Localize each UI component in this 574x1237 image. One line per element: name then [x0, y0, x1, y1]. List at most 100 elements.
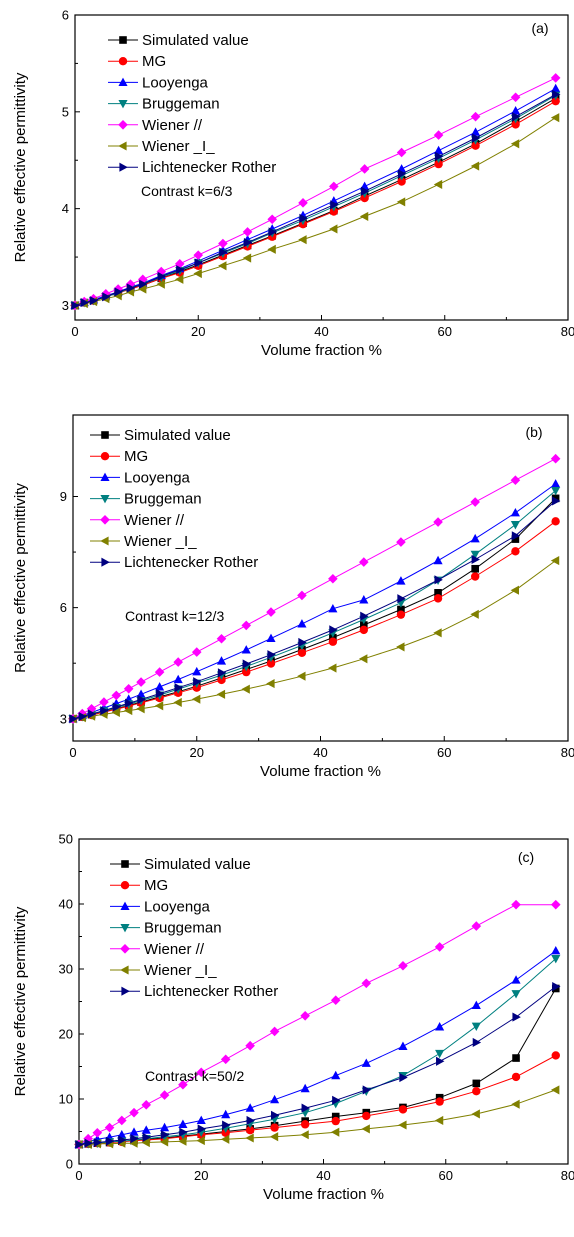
- data-point: [362, 1058, 371, 1066]
- chart-panel-a: 0 20 40 60 803456Volume fraction %Relative e…: [12, 8, 574, 360]
- legend-entry: MG: [108, 53, 166, 70]
- data-point: [471, 572, 479, 580]
- legend-marker: [101, 452, 109, 460]
- legend-label: MG: [144, 877, 168, 894]
- y-tick-label: 10: [59, 1092, 73, 1107]
- data-point: [329, 638, 337, 646]
- legend-entry: Simulated value: [110, 856, 251, 873]
- y-tick-label: 0: [66, 1157, 73, 1172]
- data-point: [470, 610, 478, 619]
- legend-entry: Looyenga: [108, 74, 209, 91]
- series-line: [73, 561, 556, 719]
- series-6: [75, 982, 560, 1149]
- legend-label: Wiener //: [142, 117, 203, 134]
- series-line: [79, 951, 556, 1145]
- legend-entry: Bruggeman: [90, 491, 202, 508]
- data-point: [472, 921, 482, 931]
- data-point: [329, 224, 337, 233]
- data-point: [512, 1073, 520, 1081]
- data-point: [551, 900, 561, 910]
- data-point: [471, 534, 480, 542]
- data-point: [472, 1023, 481, 1031]
- data-point: [332, 1117, 340, 1125]
- data-point: [399, 1105, 407, 1113]
- data-point: [328, 574, 338, 584]
- data-point: [331, 1071, 340, 1079]
- data-point: [511, 93, 521, 103]
- data-point: [267, 215, 277, 225]
- data-point: [552, 1051, 560, 1059]
- data-point: [396, 642, 404, 651]
- legend-label: Lichtenecker Rother: [142, 159, 276, 176]
- data-point: [297, 672, 305, 681]
- data-point: [221, 1055, 231, 1065]
- data-point: [471, 161, 479, 170]
- data-point: [298, 198, 308, 208]
- x-axis-label: Volume fraction %: [261, 342, 382, 359]
- contrast-annotation: Contrast k=6/3: [141, 183, 233, 199]
- contrast-annotation: Contrast k=12/3: [125, 608, 224, 624]
- data-point: [129, 1108, 139, 1118]
- legend-label: Wiener _I_: [142, 138, 215, 155]
- data-point: [218, 239, 228, 249]
- y-axis-label: Relative effective permittivity: [12, 906, 29, 1096]
- data-point: [511, 475, 521, 485]
- data-point: [136, 677, 146, 687]
- legend-label: Simulated value: [144, 856, 251, 873]
- data-point: [470, 497, 480, 507]
- data-point: [217, 634, 227, 644]
- x-tick-label: 80: [561, 1168, 574, 1183]
- data-point: [397, 148, 407, 158]
- data-point: [362, 1112, 370, 1120]
- data-point: [124, 684, 134, 694]
- y-tick-label: 4: [62, 201, 69, 216]
- data-point: [511, 990, 520, 998]
- data-point: [360, 164, 370, 174]
- data-point: [112, 691, 122, 701]
- legend-label: Simulated value: [124, 427, 231, 444]
- data-point: [267, 245, 275, 254]
- data-point: [243, 227, 253, 237]
- data-point: [193, 269, 201, 278]
- y-tick-label: 6: [62, 8, 69, 23]
- legend-entry: Looyenga: [110, 898, 211, 915]
- data-point: [217, 656, 226, 664]
- data-point: [266, 634, 275, 642]
- legend-label: Wiener //: [144, 941, 205, 958]
- legend-marker: [120, 902, 129, 910]
- data-point: [512, 1054, 520, 1062]
- legend-label: Lichtenecker Rother: [124, 554, 258, 571]
- x-axis-label: Volume fraction %: [263, 1186, 384, 1203]
- data-point: [472, 1001, 481, 1009]
- y-tick-label: 9: [60, 489, 67, 504]
- x-tick-label: 0: [71, 324, 78, 339]
- data-point: [270, 1123, 278, 1131]
- data-point: [511, 521, 520, 529]
- legend-entry: Wiener _I_: [110, 962, 217, 979]
- data-point: [398, 1120, 406, 1129]
- data-point: [551, 454, 561, 464]
- data-point: [174, 675, 183, 683]
- legend-entry: Lichtenecker Rother: [90, 554, 258, 571]
- data-point: [551, 113, 559, 122]
- data-point: [551, 479, 560, 487]
- data-point: [398, 1042, 407, 1050]
- data-point: [266, 607, 276, 617]
- data-point: [551, 487, 560, 495]
- data-point: [434, 594, 442, 602]
- x-tick-label: 80: [561, 324, 574, 339]
- y-tick-label: 20: [59, 1027, 73, 1042]
- legend-label: Looyenga: [124, 469, 191, 486]
- data-point: [436, 1057, 444, 1066]
- data-point: [331, 1128, 339, 1137]
- data-point: [218, 261, 226, 270]
- panel-label: (a): [531, 20, 548, 36]
- data-point: [473, 1080, 481, 1088]
- legend-entry: Lichtenecker Rother: [108, 159, 276, 176]
- legend-entry: Bruggeman: [108, 96, 220, 113]
- data-point: [471, 565, 479, 573]
- y-axis-label: Relative effective permittivity: [12, 72, 29, 262]
- data-point: [473, 1038, 481, 1047]
- data-point: [471, 112, 481, 122]
- legend-entry: Looyenga: [90, 469, 191, 486]
